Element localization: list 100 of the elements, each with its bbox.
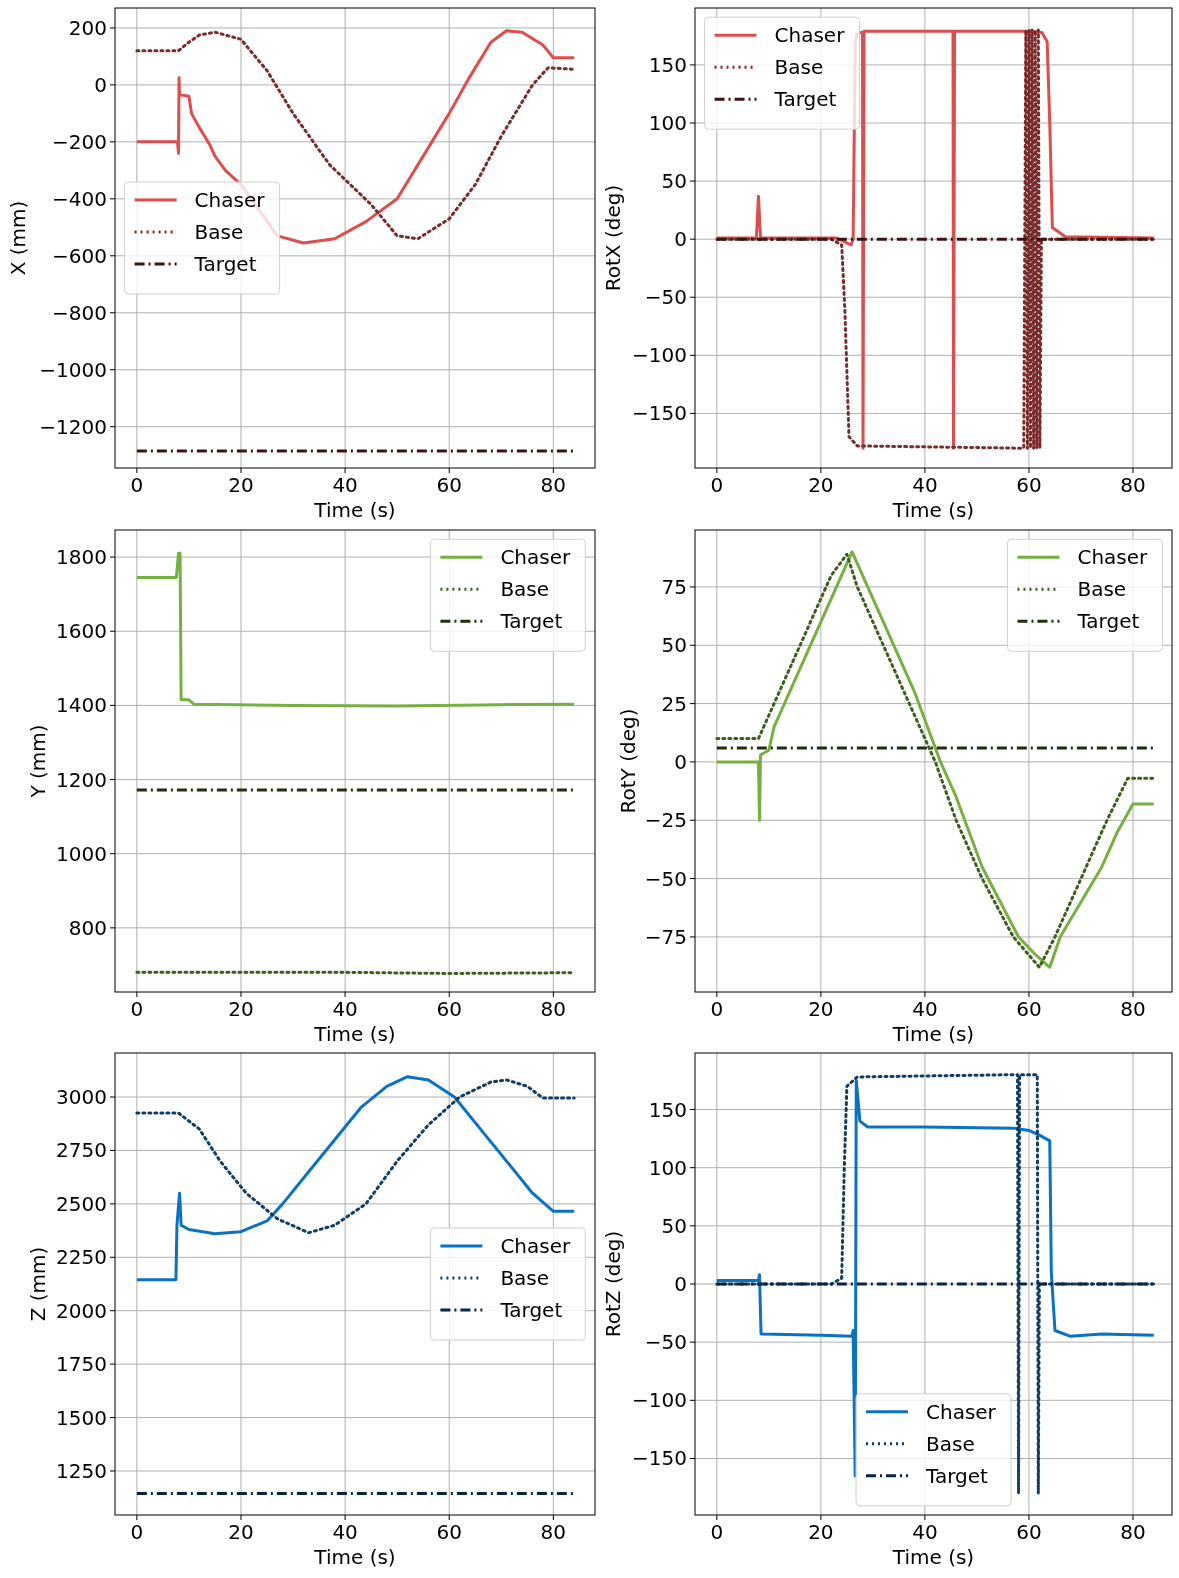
x-tick-label: 60 bbox=[436, 473, 462, 497]
x-tick-label: 20 bbox=[228, 1520, 254, 1544]
x-tick-label: 0 bbox=[710, 1520, 724, 1544]
x-axis-title: Time (s) bbox=[313, 1022, 396, 1046]
x-tick-label: 80 bbox=[1120, 473, 1146, 497]
x-tick-label: 40 bbox=[912, 473, 938, 497]
x-tick-label: 20 bbox=[808, 997, 834, 1021]
x-tick-label: 40 bbox=[912, 997, 938, 1021]
y-tick-label: 100 bbox=[648, 111, 687, 135]
x-tick-label: 40 bbox=[912, 1520, 938, 1544]
y-tick-label: 0 bbox=[674, 749, 687, 774]
legend-label: Target bbox=[499, 1298, 563, 1322]
y-tick-label: 1250 bbox=[56, 1458, 107, 1483]
y-axis-title: Y (mm) bbox=[26, 724, 50, 799]
legend-label: Chaser bbox=[1077, 545, 1149, 570]
line-series bbox=[135, 1078, 576, 1235]
y-axis-title: Z (mm) bbox=[26, 1246, 50, 1322]
y-tick-label: 200 bbox=[68, 15, 107, 40]
x-tick-label: 60 bbox=[1016, 473, 1042, 497]
y-tick-label: 1600 bbox=[56, 619, 107, 644]
x-axis-title: Time (s) bbox=[891, 1545, 975, 1569]
y-axis-title: RotZ (deg) bbox=[601, 1230, 625, 1338]
y-axis-title: RotY (deg) bbox=[616, 708, 640, 814]
legend-label: Chaser bbox=[194, 188, 266, 212]
y-tick-label: −150 bbox=[632, 401, 687, 426]
y-tick-label: 0 bbox=[94, 72, 107, 97]
y-tick-label: 75 bbox=[661, 574, 687, 599]
y-tick-label: 50 bbox=[661, 633, 687, 658]
x-tick-label: 40 bbox=[332, 997, 358, 1021]
x-axis-title: Time (s) bbox=[891, 1022, 975, 1046]
y-tick-label: 25 bbox=[661, 691, 687, 716]
x-tick-label: 20 bbox=[228, 997, 254, 1021]
legend-label: Base bbox=[194, 220, 244, 244]
y-tick-label: 2750 bbox=[56, 1138, 107, 1163]
y-tick-label: 3000 bbox=[56, 1085, 107, 1110]
y-tick-label: −1000 bbox=[39, 357, 107, 382]
y-tick-label: 1800 bbox=[56, 545, 107, 570]
x-tick-label: 80 bbox=[540, 1520, 567, 1544]
legend-label: Chaser bbox=[500, 545, 572, 570]
legend-label: Target bbox=[193, 252, 257, 276]
y-tick-label: 1000 bbox=[56, 841, 107, 866]
legend-label: Target bbox=[925, 1463, 989, 1488]
line-series bbox=[135, 551, 576, 708]
y-tick-label: −100 bbox=[632, 343, 687, 368]
legend-label: Target bbox=[773, 87, 837, 112]
y-tick-label: 50 bbox=[661, 1213, 687, 1238]
x-axis-title: Time (s) bbox=[313, 1545, 396, 1569]
y-tick-label: −50 bbox=[644, 1330, 687, 1355]
legend-label: Chaser bbox=[500, 1234, 572, 1258]
legend-label: Base bbox=[500, 1266, 550, 1290]
y-tick-label: −600 bbox=[52, 243, 107, 268]
y-tick-label: −800 bbox=[52, 300, 107, 325]
x-tick-label: 40 bbox=[332, 473, 358, 497]
x-tick-label: 0 bbox=[130, 1520, 144, 1544]
y-tick-label: 1500 bbox=[56, 1405, 107, 1430]
x-tick-label: 0 bbox=[710, 997, 724, 1021]
y-tick-label: 100 bbox=[648, 1155, 687, 1180]
y-tick-label: −50 bbox=[644, 285, 687, 310]
legend-label: Base bbox=[500, 577, 550, 602]
y-tick-label: 800 bbox=[68, 915, 107, 940]
y-tick-label: −100 bbox=[632, 1388, 687, 1413]
x-tick-label: 40 bbox=[332, 1520, 358, 1544]
y-tick-label: 1400 bbox=[56, 693, 107, 718]
y-tick-label: 1200 bbox=[56, 767, 107, 792]
y-tick-label: 1750 bbox=[56, 1352, 107, 1377]
x-tick-label: 80 bbox=[1120, 997, 1146, 1021]
y-tick-label: −200 bbox=[52, 129, 107, 154]
legend-label: Target bbox=[499, 609, 563, 634]
x-tick-label: 20 bbox=[808, 473, 834, 497]
y-tick-label: −150 bbox=[632, 1446, 687, 1471]
x-tick-label: 60 bbox=[1016, 997, 1042, 1021]
legend-label: Chaser bbox=[774, 23, 846, 48]
y-tick-label: −400 bbox=[52, 186, 107, 211]
x-tick-label: 80 bbox=[540, 997, 567, 1021]
y-axis-title: X (mm) bbox=[6, 200, 30, 276]
legend-label: Base bbox=[774, 55, 824, 80]
x-axis-title: Time (s) bbox=[313, 498, 396, 522]
x-axis-title: Time (s) bbox=[891, 498, 975, 522]
x-tick-label: 80 bbox=[540, 473, 567, 497]
x-tick-label: 20 bbox=[228, 473, 254, 497]
x-tick-label: 0 bbox=[130, 473, 144, 497]
x-tick-label: 20 bbox=[808, 1520, 834, 1544]
x-tick-label: 0 bbox=[710, 473, 724, 497]
y-tick-label: 150 bbox=[648, 1097, 687, 1122]
x-tick-label: 0 bbox=[130, 997, 144, 1021]
y-tick-label: −50 bbox=[644, 866, 687, 891]
legend-label: Base bbox=[926, 1431, 975, 1456]
y-axis-title: RotX (deg) bbox=[601, 184, 625, 292]
y-tick-label: 0 bbox=[674, 227, 687, 252]
y-tick-label: 2500 bbox=[56, 1191, 107, 1216]
legend-label: Chaser bbox=[926, 1399, 997, 1424]
legend-label: Target bbox=[1076, 609, 1140, 634]
x-tick-label: 80 bbox=[1120, 1520, 1146, 1544]
y-tick-label: −75 bbox=[644, 924, 687, 949]
x-tick-label: 60 bbox=[436, 997, 462, 1021]
legend-label: Base bbox=[1077, 577, 1127, 602]
y-tick-label: 150 bbox=[648, 52, 687, 77]
y-tick-label: 50 bbox=[661, 169, 687, 194]
y-tick-label: 0 bbox=[674, 1272, 687, 1296]
x-tick-label: 60 bbox=[1016, 1520, 1042, 1544]
